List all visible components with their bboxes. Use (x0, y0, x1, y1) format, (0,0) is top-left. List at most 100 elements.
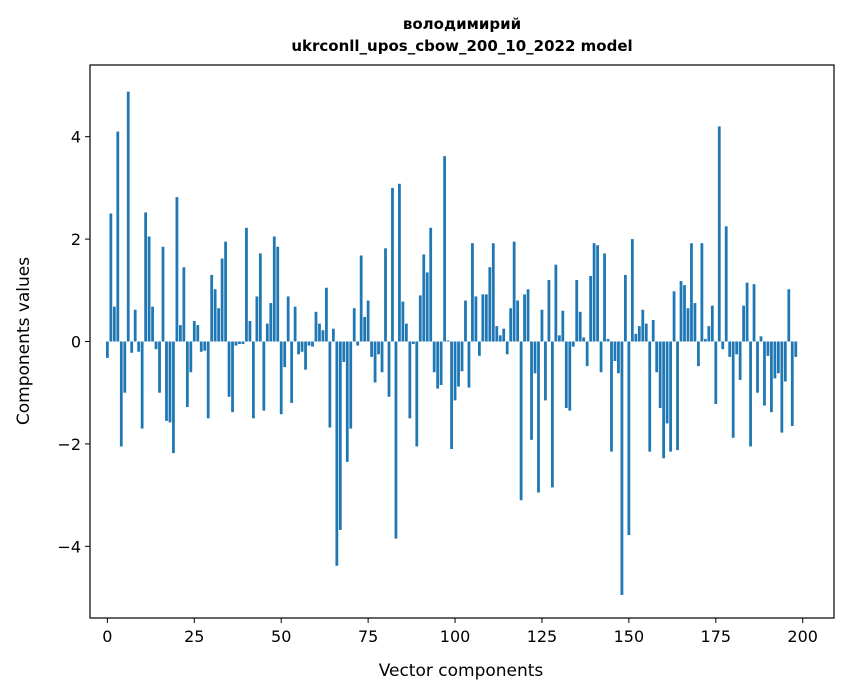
y-tick-label: −2 (57, 435, 81, 454)
bar-137 (582, 337, 586, 342)
bar-71 (352, 308, 356, 342)
bar-75 (366, 300, 370, 342)
bar-65 (331, 328, 335, 342)
bar-155 (644, 323, 648, 342)
bar-151 (630, 239, 634, 342)
bar-98 (446, 340, 450, 342)
bar-106 (474, 296, 478, 342)
bar-46 (265, 323, 269, 342)
bar-23 (185, 341, 189, 408)
bar-120 (523, 294, 526, 342)
bar-131 (561, 310, 565, 342)
bar-1 (109, 213, 113, 342)
bar-0 (105, 341, 109, 358)
bar-54 (293, 306, 297, 342)
y-tick-label: 4 (71, 128, 81, 147)
y-tick-label: 2 (71, 230, 81, 249)
y-axis-label: Components values (14, 257, 34, 425)
bar-91 (422, 254, 426, 342)
bar-102 (460, 341, 464, 372)
y-axis-ticks: −4 −2 0 2 4 (57, 128, 90, 556)
bar-45 (262, 341, 266, 411)
bar-35 (227, 341, 231, 397)
bar-76 (370, 341, 373, 357)
bar-182 (738, 341, 742, 380)
bar-82 (391, 187, 394, 342)
bar-185 (749, 341, 752, 447)
bar-129 (554, 264, 558, 342)
bar-10 (140, 341, 144, 429)
bar-103 (464, 300, 467, 342)
bar-93 (429, 227, 433, 342)
bar-161 (665, 341, 669, 424)
bar-124 (537, 341, 540, 493)
bar-47 (269, 303, 273, 342)
bar-148 (620, 341, 624, 595)
bar-26 (196, 325, 200, 342)
bar-49 (276, 246, 280, 342)
bar-167 (686, 308, 690, 342)
bar-183 (742, 305, 745, 342)
bar-174 (710, 305, 714, 342)
x-tick-label: 0 (102, 627, 112, 646)
bar-55 (297, 341, 300, 355)
bar-42 (252, 341, 255, 419)
bar-162 (669, 341, 672, 452)
bar-140 (592, 243, 596, 342)
bar-121 (526, 289, 530, 342)
bar-97 (443, 156, 447, 342)
bar-152 (634, 333, 638, 342)
bar-159 (658, 341, 662, 409)
bar-53 (290, 341, 294, 403)
bar-90 (418, 295, 422, 342)
bar-130 (557, 335, 561, 342)
bar-172 (703, 338, 707, 342)
bar-68 (342, 341, 346, 362)
bar-100 (453, 341, 457, 401)
x-tick-label: 100 (440, 627, 471, 646)
bar-22 (182, 267, 186, 342)
bar-62 (321, 330, 325, 342)
bar-27 (199, 341, 203, 352)
x-axis-label: Vector components (379, 661, 544, 681)
bar-16 (161, 246, 165, 342)
bar-38 (238, 341, 241, 345)
bar-88 (411, 341, 415, 345)
bar-154 (641, 309, 645, 342)
bar-198 (794, 341, 798, 357)
bar-44 (258, 253, 262, 342)
bar-190 (766, 341, 770, 356)
bar-80 (384, 248, 387, 342)
bar-21 (179, 325, 182, 342)
bar-12 (147, 236, 151, 342)
bar-181 (735, 341, 739, 355)
x-tick-label: 175 (701, 627, 732, 646)
bar-122 (530, 341, 533, 440)
bar-50 (279, 341, 283, 415)
bar-60 (314, 311, 318, 342)
bar-126 (544, 341, 547, 401)
bar-133 (568, 341, 572, 411)
bar-142 (599, 341, 603, 373)
bar-117 (512, 241, 516, 342)
bar-59 (311, 341, 314, 347)
bar-81 (387, 341, 391, 397)
bar-77 (373, 341, 377, 383)
bar-43 (255, 296, 259, 342)
bar-52 (286, 296, 290, 342)
bar-40 (245, 227, 248, 342)
bar-160 (662, 341, 666, 459)
bar-138 (585, 341, 589, 367)
bar-189 (763, 341, 766, 406)
bar-96 (439, 341, 443, 386)
bar-114 (502, 328, 506, 342)
bar-147 (617, 341, 620, 374)
x-tick-label: 200 (787, 627, 818, 646)
bar-13 (151, 306, 154, 342)
bar-19 (172, 341, 175, 454)
bar-99 (450, 341, 453, 450)
bar-4 (119, 341, 123, 447)
bar-25 (192, 321, 196, 342)
bar-158 (655, 341, 659, 373)
